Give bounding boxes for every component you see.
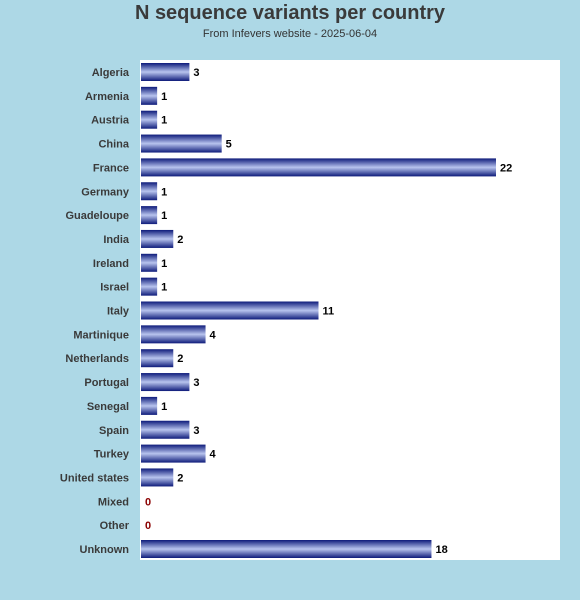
chart-subtitle: From Infevers website - 2025-06-04 xyxy=(202,28,378,40)
value-label: 1 xyxy=(161,186,167,198)
value-label: 22 xyxy=(500,162,512,174)
bar xyxy=(141,134,222,153)
bar xyxy=(141,301,319,320)
bar xyxy=(141,349,174,368)
bar xyxy=(141,373,190,392)
category-label: India xyxy=(103,234,130,246)
category-label: Austria xyxy=(91,115,130,127)
value-label: 1 xyxy=(161,282,167,294)
bar xyxy=(141,158,496,177)
category-label: Spain xyxy=(99,425,129,437)
category-label: China xyxy=(98,139,129,151)
bar xyxy=(141,86,158,105)
category-label: Germany xyxy=(81,186,130,198)
value-label: 18 xyxy=(435,544,447,556)
category-label: Senegal xyxy=(87,401,129,413)
category-label: Israel xyxy=(100,282,129,294)
bar xyxy=(141,229,174,248)
category-label: Mixed xyxy=(98,496,129,508)
value-label: 0 xyxy=(145,520,151,532)
bar xyxy=(141,277,158,296)
value-label: 4 xyxy=(210,329,217,341)
bar xyxy=(141,325,206,344)
value-label: 1 xyxy=(161,258,167,270)
bar xyxy=(141,420,190,439)
category-label: Martinique xyxy=(73,329,129,341)
value-label: 3 xyxy=(193,425,199,437)
category-label: Unknown xyxy=(80,544,130,556)
category-label: Netherlands xyxy=(65,353,129,365)
value-label: 2 xyxy=(177,234,183,246)
bar xyxy=(141,110,158,129)
category-label: Portugal xyxy=(84,377,129,389)
value-label: 3 xyxy=(193,67,199,79)
value-label: 1 xyxy=(161,91,167,103)
category-label: Ireland xyxy=(93,258,129,270)
category-label: France xyxy=(93,162,129,174)
bar xyxy=(141,468,174,487)
value-label: 1 xyxy=(161,401,167,413)
value-label: 1 xyxy=(161,115,167,127)
bar xyxy=(141,206,158,225)
category-label: Guadeloupe xyxy=(65,210,129,222)
category-label: Other xyxy=(100,520,130,532)
bar xyxy=(141,540,432,558)
value-label: 2 xyxy=(177,472,183,484)
category-label: Turkey xyxy=(94,449,130,461)
category-label: Italy xyxy=(107,306,130,318)
category-label: Algeria xyxy=(92,67,130,79)
value-label: 4 xyxy=(210,449,217,461)
category-label: Armenia xyxy=(85,91,130,103)
bar xyxy=(141,444,206,463)
value-label: 11 xyxy=(323,306,335,318)
chart-title: N sequence variants per country xyxy=(134,2,446,24)
bar xyxy=(141,63,190,81)
bar xyxy=(141,396,158,415)
value-label: 5 xyxy=(226,139,232,151)
bar xyxy=(141,253,158,272)
bar xyxy=(141,182,158,201)
value-label: 1 xyxy=(161,210,167,222)
value-label: 0 xyxy=(145,496,151,508)
value-label: 2 xyxy=(177,353,183,365)
value-label: 3 xyxy=(193,377,199,389)
category-label: United states xyxy=(60,472,129,484)
